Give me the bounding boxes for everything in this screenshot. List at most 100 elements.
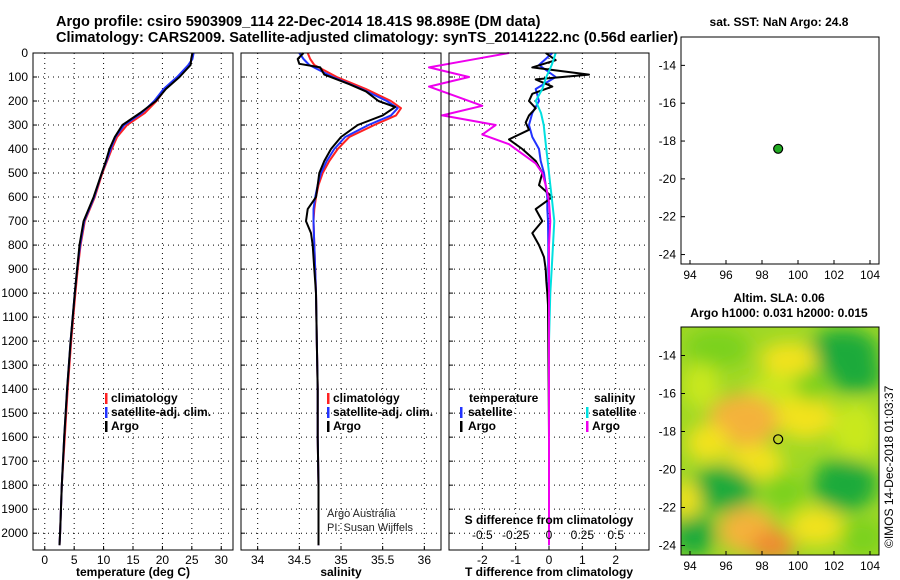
- x-tick-label: 15: [126, 553, 140, 567]
- temperature-xlabel: temperature (deg C): [76, 565, 190, 579]
- difference-panel: -2 -1 0 1 2 -0.5 -0.25 0 0.25 0.5 S difference fr…: [428, 52, 650, 579]
- x-tick-label: -1: [510, 553, 521, 567]
- depth-tick-label: 400: [8, 142, 28, 156]
- diff-legend-salinity: salinity: [594, 391, 636, 405]
- depth-tick-label: 100: [8, 70, 28, 84]
- sla-anomaly-patch: [762, 473, 806, 512]
- map-x-tick-label: 94: [683, 268, 697, 282]
- x-tick-label: 0: [546, 553, 553, 567]
- map-y-tick-label: -24: [659, 539, 677, 553]
- s-difference-xlabel: S difference from climatology: [465, 513, 634, 527]
- depth-tick-label: 800: [8, 238, 28, 252]
- temp-legend-label: satellite-adj. clim.: [111, 405, 211, 419]
- sla-anomaly-patch: [812, 458, 878, 512]
- sla-anomaly-patch: [794, 370, 831, 402]
- temperature-panel-frame: [32, 52, 234, 551]
- map-x-tick-label: 96: [719, 268, 733, 282]
- temperature-panel: 0 5 10 15 20 25 30 temperature (deg C) climato…: [32, 52, 234, 579]
- map-y-tick-label: -20: [659, 172, 677, 186]
- depth-tick-label: 1300: [1, 358, 28, 372]
- map-y-tick-label: -14: [659, 58, 677, 72]
- depth-tick-label: 700: [8, 214, 28, 228]
- diff-legend-label: Argo: [592, 419, 620, 433]
- map-x-tick-label: 102: [824, 268, 844, 282]
- temp-legend-swatch: [105, 393, 108, 404]
- depth-tick-label: 2000: [1, 526, 28, 540]
- salinity-panel-frame: [240, 52, 442, 551]
- map-y-tick-label: -18: [659, 425, 677, 439]
- map-y-tick-label: -18: [659, 134, 677, 148]
- diff-legend-swatch: [460, 421, 463, 432]
- map-y-tick-label: -16: [659, 96, 677, 110]
- sal-legend-swatch: [327, 407, 330, 418]
- depth-tick-label: 1800: [1, 478, 28, 492]
- map-y-tick-label: -24: [659, 248, 677, 262]
- map-x-tick-label: 104: [860, 559, 880, 573]
- sal-legend-label: climatology: [333, 391, 400, 405]
- x-tick-label: 0: [41, 553, 48, 567]
- sla-anomaly-patch: [789, 507, 843, 546]
- sla-anomaly-patch: [832, 401, 879, 462]
- sla-anomaly-patch: [682, 363, 719, 409]
- sst-map-frame: [680, 36, 880, 265]
- map-y-tick-label: -22: [659, 210, 677, 224]
- series-line-satellite-adj-clim-: [298, 52, 399, 546]
- map-y-tick-label: -16: [659, 387, 677, 401]
- sla-anomaly-patch: [690, 465, 755, 512]
- sla-anomaly-patch: [776, 393, 834, 440]
- x-tick-label: 36: [418, 553, 432, 567]
- temp-legend-label: Argo: [111, 419, 139, 433]
- x-tick-label: 2: [612, 553, 619, 567]
- argo-float-position-marker: [773, 434, 784, 445]
- depth-tick-label: 1900: [1, 502, 28, 516]
- sla-heatmap: [681, 327, 879, 555]
- depth-tick-label: 500: [8, 166, 28, 180]
- sla-anomaly-patch: [681, 480, 701, 519]
- depth-tick-label: 0: [21, 46, 28, 60]
- s-diff-tick-label: 0.25: [571, 528, 595, 542]
- x-tick-label: 20: [156, 553, 170, 567]
- argo-float-position-marker: [773, 143, 784, 154]
- x-tick-label: 35.5: [371, 553, 395, 567]
- sla-map-title: Altim. SLA: 0.06: [733, 291, 825, 305]
- sla-anomaly-patch: [828, 355, 879, 394]
- depth-tick-label: 1200: [1, 334, 28, 348]
- map-y-tick-label: -20: [659, 463, 677, 477]
- x-tick-label: 34: [251, 553, 265, 567]
- series-line-s-argo: [428, 52, 552, 546]
- x-tick-label: 35: [334, 553, 348, 567]
- sla-anomaly-patch: [686, 423, 730, 462]
- depth-tick-label: 1700: [1, 454, 28, 468]
- sla-anomaly-patch: [684, 328, 750, 367]
- depth-tick-label: 1500: [1, 406, 28, 420]
- credit-pi-name: PI: Susan Wijffels: [327, 522, 413, 534]
- map-x-tick-label: 100: [788, 559, 808, 573]
- figure-title-line1: Argo profile: csiro 5903909_114 22-Dec-2…: [56, 14, 541, 30]
- depth-tick-label: 1600: [1, 430, 28, 444]
- diff-legend-swatch: [586, 407, 589, 418]
- temp-legend-label: climatology: [111, 391, 178, 405]
- sal-legend-label: Argo: [333, 419, 361, 433]
- diff-legend-label: satellite: [592, 405, 637, 419]
- salinity-xlabel: salinity: [320, 565, 362, 579]
- salinity-panel: 34 34.5 35 35.5 36 salinity climatologysatel…: [240, 52, 442, 579]
- depth-tick-label: 1400: [1, 382, 28, 396]
- difference-panel-frame: [448, 52, 650, 551]
- series-line-argo: [296, 52, 397, 546]
- x-tick-label: 30: [215, 553, 229, 567]
- map-x-tick-label: 94: [683, 559, 697, 573]
- series-line-argo: [58, 52, 194, 546]
- sla-anomaly-patch: [841, 518, 879, 555]
- map-y-tick-label: -22: [659, 501, 677, 515]
- temp-legend-swatch: [105, 421, 108, 432]
- credit-argo-australia: Argo Australia: [327, 508, 396, 520]
- x-tick-label: 1: [579, 553, 586, 567]
- s-diff-tick-label: -0.5: [472, 528, 493, 542]
- depth-tick-label: 1000: [1, 286, 28, 300]
- map-x-tick-label: 98: [755, 268, 769, 282]
- x-tick-label: 34.5: [288, 553, 312, 567]
- depth-tick-label: 300: [8, 118, 28, 132]
- sal-legend-swatch: [327, 393, 330, 404]
- map-x-tick-label: 102: [824, 559, 844, 573]
